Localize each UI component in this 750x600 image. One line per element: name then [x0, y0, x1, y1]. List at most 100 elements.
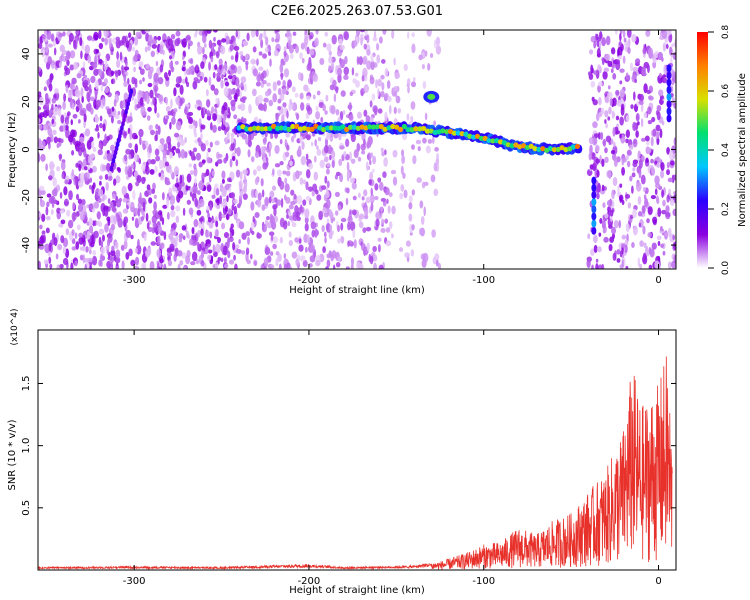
- noise-blob: [355, 80, 360, 88]
- ridge-core: [267, 125, 273, 132]
- noise-blob: [66, 111, 71, 117]
- noise-blob: [239, 51, 244, 56]
- x-tick-label: -200: [298, 576, 321, 587]
- noise-blob: [325, 186, 329, 195]
- noise-blob: [134, 36, 139, 46]
- x-tick-label: -100: [472, 576, 495, 587]
- noise-blob: [601, 158, 605, 167]
- noise-blob: [47, 56, 53, 65]
- colorbar: 0.00.20.40.60.8 Normalized spectral ampl…: [697, 25, 748, 275]
- noise-blob: [593, 40, 597, 49]
- noise-blob: [306, 234, 311, 244]
- noise-blob: [75, 145, 81, 152]
- streak-blob: [666, 92, 672, 101]
- noise-blob: [153, 72, 159, 83]
- noise-blob: [369, 159, 372, 166]
- noise-blob: [75, 30, 80, 35]
- noise-blob: [418, 54, 423, 61]
- noise-blob: [124, 165, 128, 176]
- noise-blob: [403, 63, 408, 72]
- streak-blob: [591, 190, 597, 199]
- spectrogram-y-label: Frequency (Hz): [7, 112, 18, 188]
- noise-blob: [363, 109, 368, 117]
- noise-blob: [601, 57, 605, 66]
- noise-blob: [38, 243, 45, 250]
- noise-blob: [224, 137, 228, 145]
- ridge-core: [432, 129, 438, 136]
- noise-blob: [272, 243, 277, 250]
- noise-blob: [94, 91, 98, 100]
- noise-blob: [128, 142, 133, 149]
- streak-blob: [129, 88, 134, 95]
- noise-blob: [209, 231, 213, 239]
- noise-blob: [115, 249, 121, 259]
- noise-blob: [77, 203, 84, 213]
- noise-blob: [269, 251, 274, 256]
- noise-blob: [588, 152, 593, 161]
- noise-blob: [79, 210, 85, 221]
- noise-blob: [69, 64, 75, 71]
- noise-blob: [245, 136, 249, 145]
- noise-blob: [369, 194, 375, 204]
- noise-blob: [340, 222, 344, 231]
- noise-blob: [316, 194, 322, 201]
- noise-blob: [169, 121, 172, 130]
- noise-blob: [379, 181, 384, 191]
- noise-blob: [106, 238, 111, 247]
- noise-blob: [326, 259, 331, 268]
- noise-blob: [242, 169, 248, 175]
- noise-blob: [619, 88, 625, 98]
- noise-blob: [86, 104, 89, 111]
- noise-blob: [118, 197, 122, 203]
- snr-y-ticks: 0.51.01.5: [21, 376, 676, 516]
- noise-blob: [326, 162, 331, 168]
- noise-blob: [313, 171, 319, 181]
- noise-blob: [233, 114, 238, 120]
- noise-blob: [169, 243, 175, 252]
- noise-blob: [410, 115, 414, 123]
- noise-blob: [182, 207, 186, 217]
- ridge-core: [451, 130, 457, 136]
- noise-blob: [113, 215, 117, 225]
- noise-blob: [406, 78, 411, 86]
- noise-blob: [198, 180, 204, 191]
- noise-blob: [258, 34, 263, 41]
- noise-blob: [637, 257, 641, 267]
- noise-blob: [323, 156, 329, 163]
- noise-blob: [189, 65, 195, 76]
- noise-blob: [260, 146, 266, 152]
- noise-blob: [92, 249, 97, 256]
- noise-blob: [608, 106, 612, 115]
- tone-core: [427, 93, 436, 100]
- noise-blob: [84, 263, 87, 269]
- noise-blob: [158, 144, 164, 151]
- noise-blob: [201, 34, 207, 44]
- noise-blob: [343, 66, 350, 76]
- noise-blob: [167, 259, 173, 267]
- noise-blob: [632, 66, 639, 72]
- noise-blob: [134, 134, 139, 140]
- noise-blob: [93, 98, 97, 109]
- noise-blob: [95, 220, 99, 226]
- noise-blob: [369, 255, 374, 265]
- noise-blob: [44, 243, 50, 248]
- noise-blob: [154, 134, 158, 142]
- noise-blob: [48, 110, 52, 117]
- noise-blob: [673, 254, 676, 264]
- noise-blob: [308, 263, 313, 268]
- noise-blob: [104, 223, 109, 233]
- noise-blob: [426, 30, 432, 37]
- noise-blob: [268, 99, 274, 107]
- noise-blob: [224, 183, 230, 191]
- noise-blob: [99, 253, 103, 263]
- noise-blob: [226, 239, 230, 248]
- noise-blob: [223, 101, 228, 111]
- noise-blob: [194, 177, 197, 186]
- noise-blob: [38, 260, 41, 269]
- noise-blob: [666, 169, 670, 176]
- noise-blob: [53, 187, 58, 197]
- noise-blob: [326, 199, 331, 209]
- noise-blob: [227, 250, 231, 259]
- noise-blob: [198, 198, 205, 208]
- noise-blob: [237, 104, 242, 110]
